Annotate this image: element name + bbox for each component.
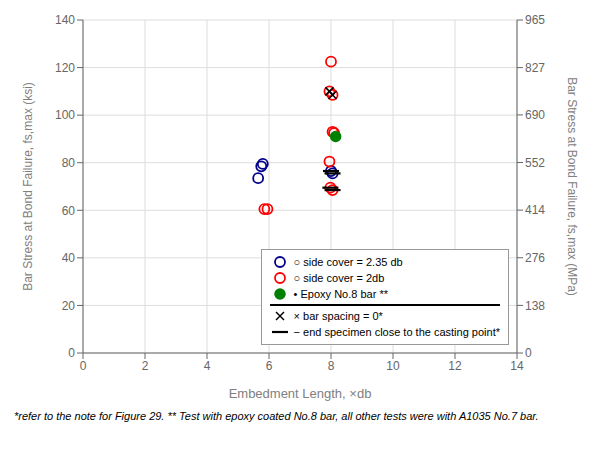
svg-text:20: 20	[62, 299, 76, 313]
svg-text:2: 2	[142, 359, 149, 373]
svg-text:690: 690	[525, 108, 545, 122]
svg-text:140: 140	[55, 13, 75, 27]
svg-text:12: 12	[448, 359, 462, 373]
svg-text:4: 4	[204, 359, 211, 373]
svg-text:138: 138	[525, 299, 545, 313]
svg-text:120: 120	[55, 61, 75, 75]
html-text:× bar spacing = 0*: × bar spacing = 0*	[293, 310, 383, 322]
svg-text:552: 552	[525, 156, 545, 170]
svg-text:100: 100	[55, 108, 75, 122]
html-text:• Epoxy No.8 bar **: • Epoxy No.8 bar **	[293, 288, 388, 300]
html-text:○ side cover = 2.35 db: ○ side cover = 2.35 db	[293, 256, 403, 268]
svg-text:965: 965	[525, 13, 545, 27]
html-text:○ side cover = 2db: ○ side cover = 2db	[293, 272, 385, 284]
svg-text:Bar Stress at Bond Failure, fs: Bar Stress at Bond Failure, fs,max (MPa)	[565, 77, 579, 296]
svg-text:10: 10	[386, 359, 400, 373]
svg-text:60: 60	[62, 204, 76, 218]
svg-text:Embedment Length, ×db: Embedment Length, ×db	[229, 386, 372, 401]
svg-text:827: 827	[525, 61, 545, 75]
svg-text:0: 0	[80, 359, 87, 373]
svg-text:80: 80	[62, 156, 76, 170]
svg-text:276: 276	[525, 251, 545, 265]
svg-text:8: 8	[328, 359, 335, 373]
html-text:*refer to the note for Figure: *refer to the note for Figure 29. ** Tes…	[14, 410, 539, 422]
html-text:− end specimen close to the ca: − end specimen close to the casting poin…	[293, 326, 500, 338]
svg-text:Bar Stress at Bond Failure, fs: Bar Stress at Bond Failure, fs,max (ksi)	[21, 82, 35, 291]
svg-text:414: 414	[525, 203, 545, 217]
svg-text:40: 40	[62, 251, 76, 265]
svg-text:0: 0	[68, 346, 75, 360]
svg-text:0: 0	[525, 346, 532, 360]
svg-text:14: 14	[510, 359, 524, 373]
svg-text:6: 6	[266, 359, 273, 373]
